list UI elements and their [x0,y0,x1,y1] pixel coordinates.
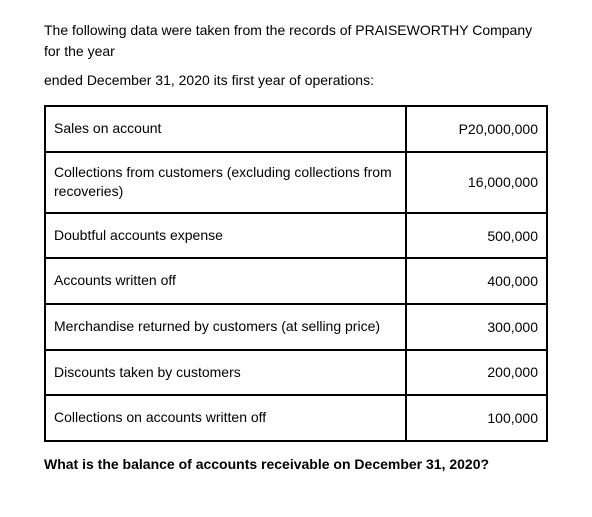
row-label: Accounts written off [45,258,406,304]
row-value: P20,000,000 [406,106,547,152]
row-label: Merchandise returned by customers (at se… [45,304,406,350]
row-label: Discounts taken by customers [45,350,406,396]
table-row: Collections on accounts written off 100,… [45,395,547,441]
table-row: Sales on account P20,000,000 [45,106,547,152]
row-label: Collections on accounts written off [45,395,406,441]
row-value: 500,000 [406,213,547,259]
question-text: What is the balance of accounts receivab… [44,456,548,472]
financial-data-table: Sales on account P20,000,000 Collections… [44,105,548,442]
row-label: Doubtful accounts expense [45,213,406,259]
row-value: 16,000,000 [406,152,547,213]
table-row: Merchandise returned by customers (at se… [45,304,547,350]
table-row: Accounts written off 400,000 [45,258,547,304]
row-value: 200,000 [406,350,547,396]
row-label: Sales on account [45,106,406,152]
intro-text-1: The following data were taken from the r… [44,20,548,62]
intro-text-2: ended December 31, 2020 its first year o… [44,70,548,91]
row-value: 400,000 [406,258,547,304]
table-row: Discounts taken by customers 200,000 [45,350,547,396]
table-row: Collections from customers (excluding co… [45,152,547,213]
row-label: Collections from customers (excluding co… [45,152,406,213]
row-value: 300,000 [406,304,547,350]
table-row: Doubtful accounts expense 500,000 [45,213,547,259]
row-value: 100,000 [406,395,547,441]
